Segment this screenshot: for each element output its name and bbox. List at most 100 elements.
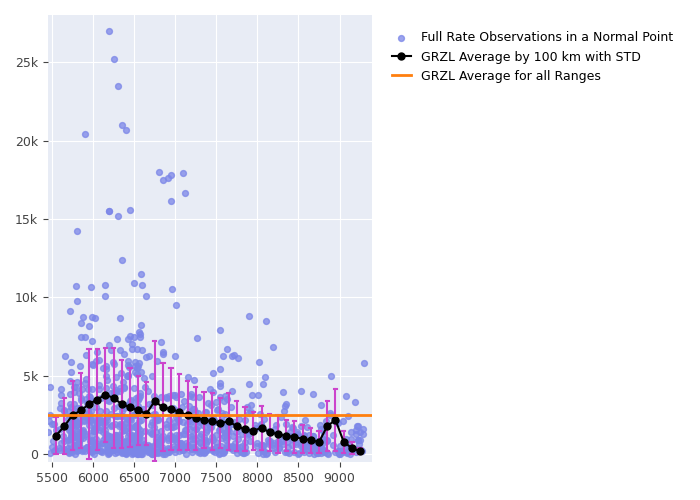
GRZL Average by 100 km with STD (126, 404, 134, 410)
Full Rate Observations in a Normal Point (200, 440, 211, 448)
GRZL Average by 100 km with STD (216, 420, 225, 426)
Full Rate Observations in a Normal Point (137, 446, 148, 454)
Full Rate Observations in a Normal Point (76, 428, 87, 436)
Full Rate Observations in a Normal Point (226, 387, 237, 395)
Full Rate Observations in a Normal Point (291, 430, 302, 438)
Full Rate Observations in a Normal Point (237, 449, 248, 457)
Full Rate Observations in a Normal Point (94, 426, 106, 434)
Full Rate Observations in a Normal Point (132, 364, 143, 372)
Full Rate Observations in a Normal Point (122, 439, 133, 447)
Full Rate Observations in a Normal Point (120, 414, 132, 422)
Full Rate Observations in a Normal Point (314, 438, 325, 446)
Full Rate Observations in a Normal Point (134, 406, 146, 414)
Full Rate Observations in a Normal Point (204, 420, 215, 428)
Full Rate Observations in a Normal Point (69, 434, 80, 442)
Full Rate Observations in a Normal Point (293, 432, 304, 440)
Full Rate Observations in a Normal Point (177, 430, 188, 438)
Full Rate Observations in a Normal Point (221, 434, 232, 442)
Full Rate Observations in a Normal Point (334, 448, 345, 456)
Full Rate Observations in a Normal Point (136, 282, 147, 290)
Full Rate Observations in a Normal Point (152, 445, 163, 453)
Full Rate Observations in a Normal Point (193, 418, 204, 426)
Full Rate Observations in a Normal Point (131, 438, 142, 446)
Full Rate Observations in a Normal Point (191, 334, 202, 342)
Full Rate Observations in a Normal Point (90, 446, 101, 454)
Full Rate Observations in a Normal Point (175, 439, 186, 447)
Full Rate Observations in a Normal Point (122, 371, 133, 379)
Full Rate Observations in a Normal Point (102, 435, 113, 443)
Full Rate Observations in a Normal Point (105, 410, 116, 418)
Full Rate Observations in a Normal Point (137, 436, 148, 444)
Full Rate Observations in a Normal Point (127, 450, 138, 458)
Full Rate Observations in a Normal Point (150, 438, 161, 446)
GRZL Average by 100 km with STD (199, 417, 208, 423)
Full Rate Observations in a Normal Point (95, 423, 106, 431)
Full Rate Observations in a Normal Point (204, 416, 216, 424)
Full Rate Observations in a Normal Point (132, 424, 144, 432)
Full Rate Observations in a Normal Point (149, 410, 160, 418)
Full Rate Observations in a Normal Point (129, 410, 140, 418)
Full Rate Observations in a Normal Point (295, 387, 307, 395)
Full Rate Observations in a Normal Point (111, 438, 122, 446)
Full Rate Observations in a Normal Point (76, 427, 88, 435)
Full Rate Observations in a Normal Point (115, 444, 126, 452)
Full Rate Observations in a Normal Point (176, 446, 188, 454)
Full Rate Observations in a Normal Point (246, 391, 258, 399)
Full Rate Observations in a Normal Point (201, 445, 212, 453)
Full Rate Observations in a Normal Point (182, 442, 193, 450)
Full Rate Observations in a Normal Point (132, 438, 144, 446)
Full Rate Observations in a Normal Point (64, 408, 75, 416)
Full Rate Observations in a Normal Point (102, 414, 113, 422)
Full Rate Observations in a Normal Point (326, 372, 337, 380)
Full Rate Observations in a Normal Point (68, 412, 79, 420)
Full Rate Observations in a Normal Point (48, 437, 59, 445)
Full Rate Observations in a Normal Point (136, 321, 147, 329)
Full Rate Observations in a Normal Point (298, 432, 309, 440)
Full Rate Observations in a Normal Point (134, 392, 146, 400)
GRZL Average by 100 km with STD (307, 438, 315, 444)
Full Rate Observations in a Normal Point (202, 446, 213, 454)
Full Rate Observations in a Normal Point (83, 420, 94, 428)
Full Rate Observations in a Normal Point (134, 445, 146, 453)
Full Rate Observations in a Normal Point (303, 449, 314, 457)
Full Rate Observations in a Normal Point (63, 448, 74, 456)
Full Rate Observations in a Normal Point (133, 396, 144, 404)
Full Rate Observations in a Normal Point (295, 442, 306, 450)
Full Rate Observations in a Normal Point (114, 420, 125, 428)
Full Rate Observations in a Normal Point (131, 422, 142, 430)
Full Rate Observations in a Normal Point (318, 432, 330, 440)
Full Rate Observations in a Normal Point (92, 396, 103, 404)
Full Rate Observations in a Normal Point (135, 426, 146, 434)
Full Rate Observations in a Normal Point (249, 422, 260, 430)
Full Rate Observations in a Normal Point (120, 418, 132, 426)
Full Rate Observations in a Normal Point (136, 442, 148, 450)
Full Rate Observations in a Normal Point (332, 419, 344, 427)
Full Rate Observations in a Normal Point (324, 408, 335, 416)
Full Rate Observations in a Normal Point (71, 404, 83, 412)
Full Rate Observations in a Normal Point (80, 444, 92, 452)
Full Rate Observations in a Normal Point (66, 428, 77, 436)
Full Rate Observations in a Normal Point (173, 446, 184, 454)
Full Rate Observations in a Normal Point (86, 444, 97, 452)
Full Rate Observations in a Normal Point (258, 450, 269, 458)
Full Rate Observations in a Normal Point (187, 434, 198, 442)
GRZL Average by 100 km with STD (85, 401, 93, 407)
Full Rate Observations in a Normal Point (129, 449, 140, 457)
Full Rate Observations in a Normal Point (90, 442, 101, 450)
Full Rate Observations in a Normal Point (197, 420, 209, 428)
GRZL Average by 100 km with STD (69, 412, 77, 418)
Full Rate Observations in a Normal Point (50, 426, 62, 434)
Full Rate Observations in a Normal Point (132, 362, 144, 370)
Full Rate Observations in a Normal Point (219, 448, 230, 456)
Full Rate Observations in a Normal Point (87, 448, 98, 456)
Full Rate Observations in a Normal Point (146, 447, 157, 455)
Full Rate Observations in a Normal Point (355, 436, 366, 444)
Full Rate Observations in a Normal Point (244, 437, 256, 445)
Full Rate Observations in a Normal Point (135, 270, 146, 278)
Full Rate Observations in a Normal Point (55, 392, 66, 400)
Full Rate Observations in a Normal Point (162, 436, 174, 444)
Full Rate Observations in a Normal Point (64, 306, 76, 314)
Full Rate Observations in a Normal Point (47, 420, 58, 428)
Full Rate Observations in a Normal Point (103, 432, 114, 440)
Full Rate Observations in a Normal Point (337, 418, 349, 426)
